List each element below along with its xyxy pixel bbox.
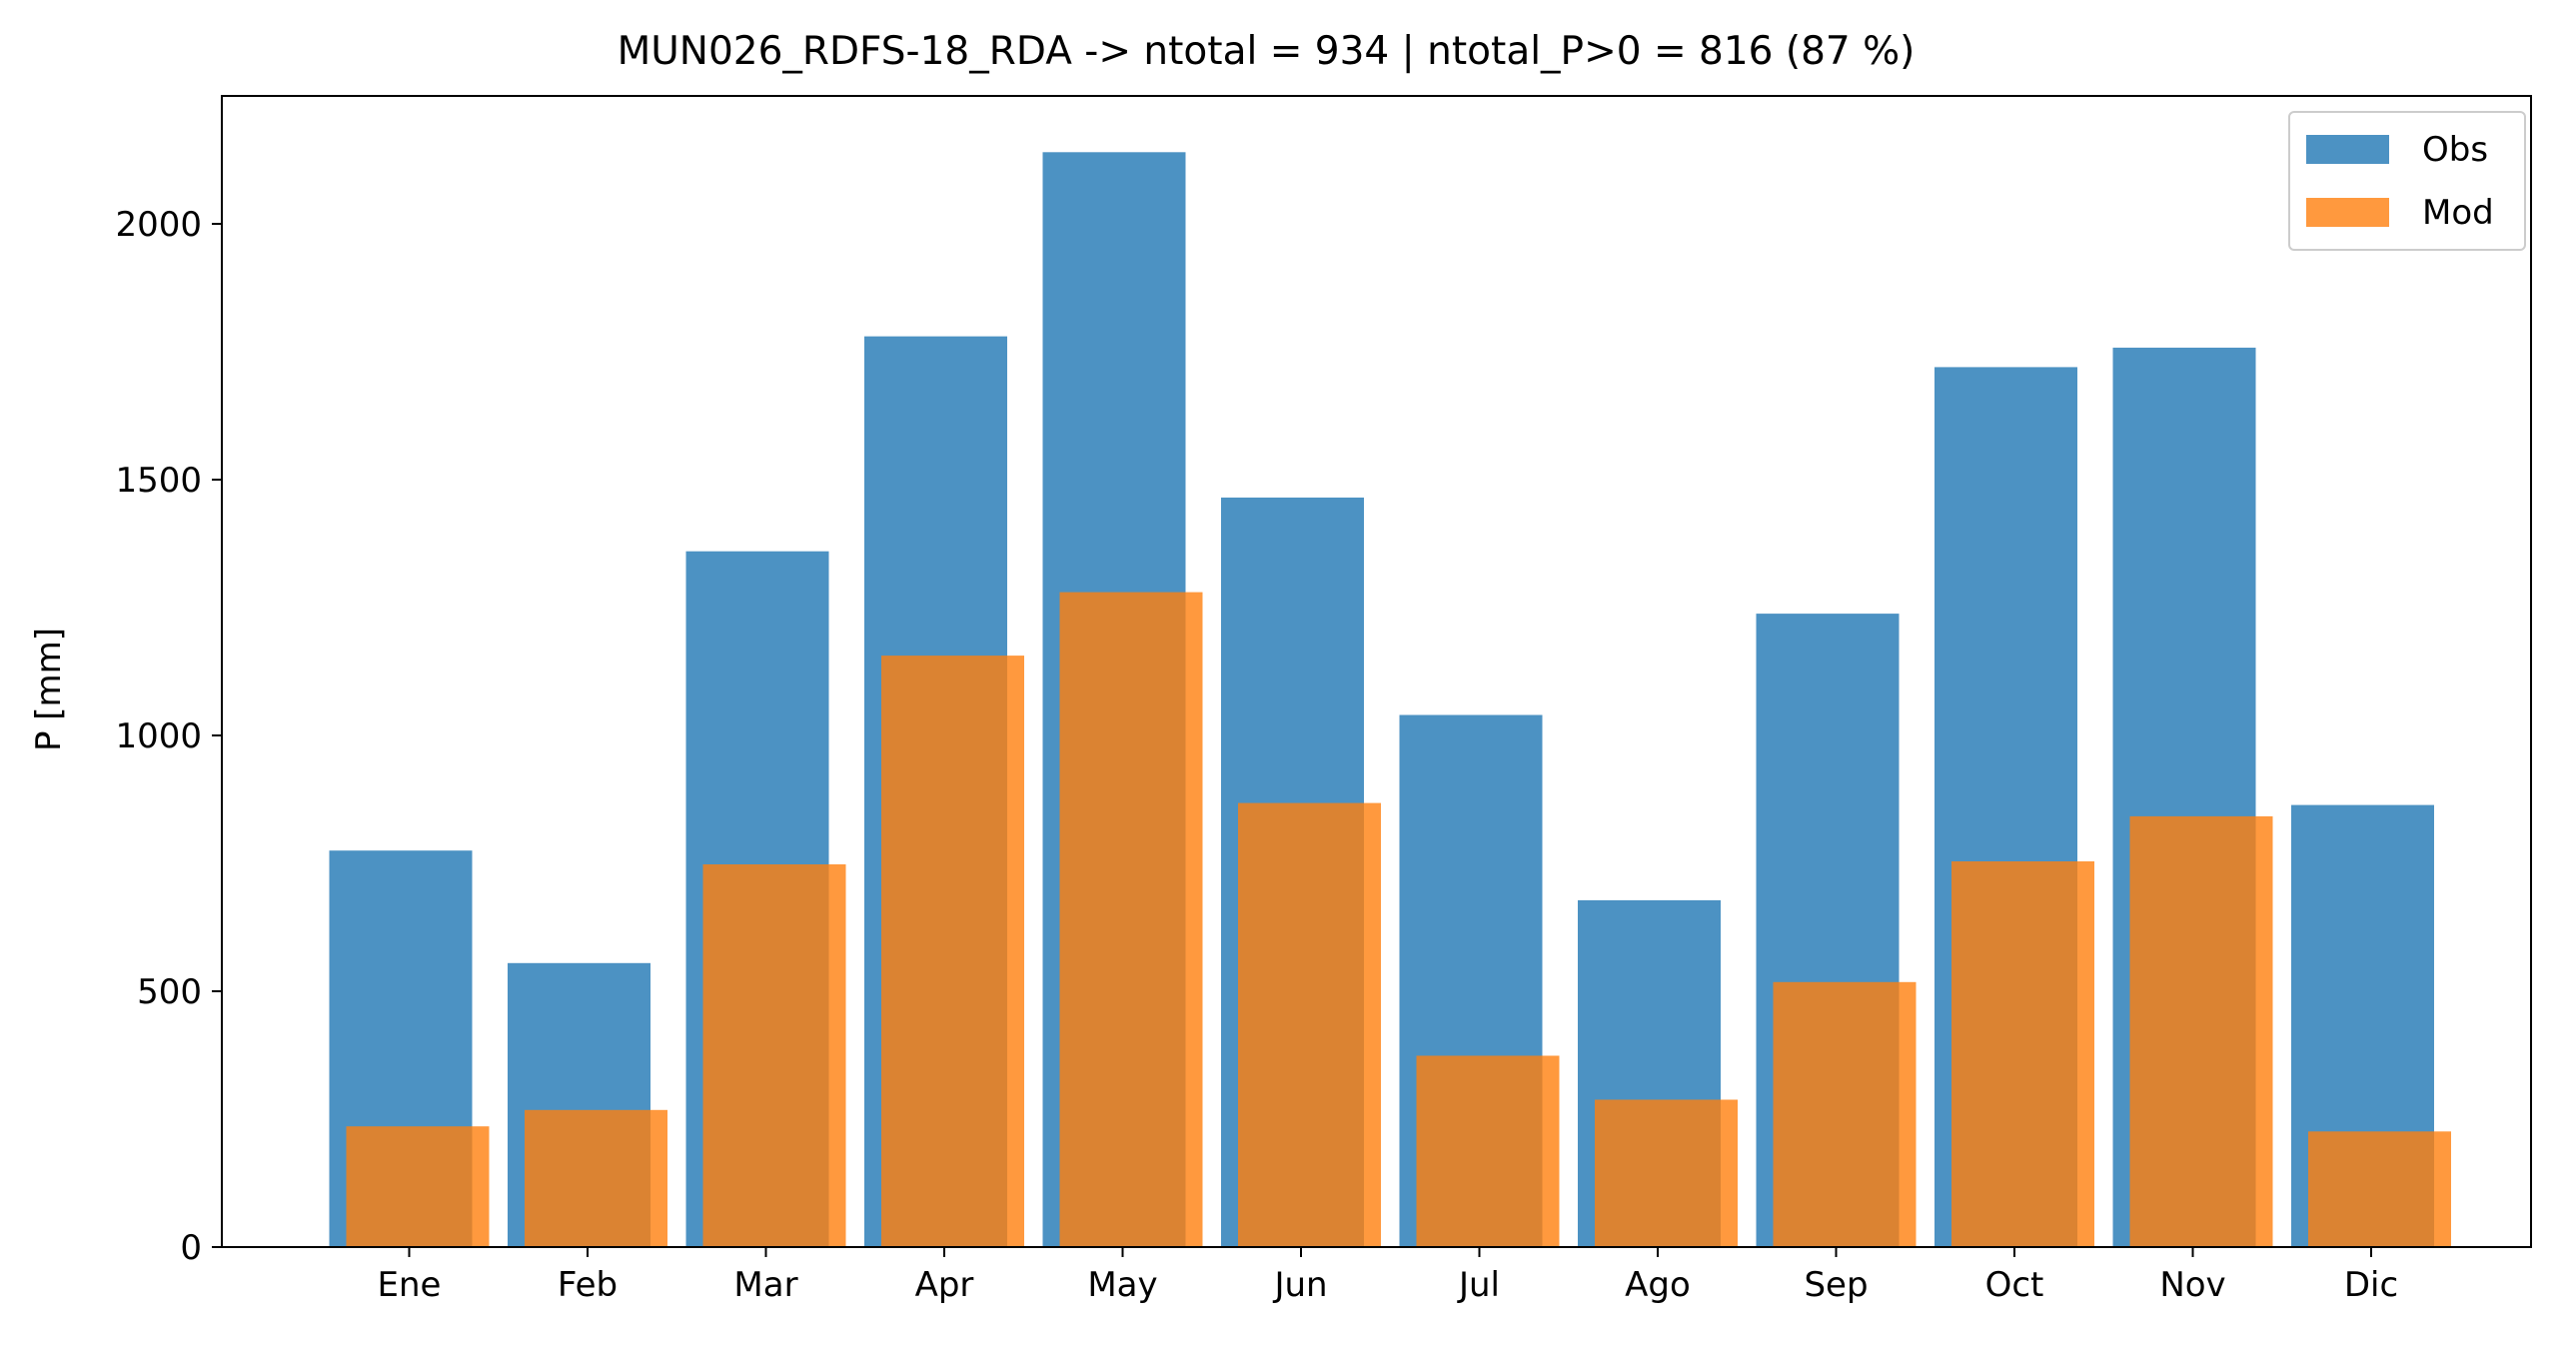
x-tick-label: Mar (733, 1265, 797, 1305)
x-tick-label: Ene (378, 1265, 442, 1305)
y-tick-label: 2000 (115, 205, 202, 245)
x-tick-label: Ago (1625, 1265, 1691, 1305)
bar-mod-mar (702, 864, 846, 1247)
bar-mod-jun (1238, 802, 1381, 1247)
bar-mod-oct (1951, 861, 2094, 1247)
x-tick-label: Nov (2159, 1265, 2225, 1305)
x-tick-label: Sep (1804, 1265, 1868, 1305)
legend-swatch-mod (2306, 198, 2389, 227)
bar-mod-dic (2308, 1131, 2451, 1247)
legend-label-mod: Mod (2422, 193, 2494, 233)
x-tick-label: May (1087, 1265, 1157, 1305)
x-tick-label: Jun (1272, 1265, 1327, 1305)
chart-title: MUN026_RDFS-18_RDA -> ntotal = 934 | nto… (618, 29, 1916, 74)
bar-mod-may (1059, 592, 1203, 1247)
axes-group: Ene Feb Mar Apr May Jun Jul Ago Sep Oct Nov Dic 0 500… (115, 95, 2532, 1305)
bar-mod-ago (1595, 1099, 1738, 1247)
y-tick-label: 0 (180, 1228, 202, 1268)
x-tick-label: Dic (2344, 1265, 2398, 1305)
y-axis-label: P [mm] (29, 628, 69, 751)
x-tick-label: Oct (1985, 1265, 2044, 1305)
bars-group (329, 152, 2451, 1248)
bar-mod-feb (525, 1109, 667, 1247)
legend-swatch-obs (2306, 135, 2389, 164)
legend: Obs Mod (2288, 111, 2526, 251)
y-tick-label: 1000 (115, 716, 202, 756)
y-tick-label: 1500 (115, 461, 202, 501)
plot-frame (221, 95, 2532, 1248)
x-tick-label: Jul (1457, 1265, 1500, 1305)
x-tick-label: Apr (915, 1265, 974, 1305)
x-tick-label: Feb (558, 1265, 618, 1305)
bar-mod-ene (346, 1126, 490, 1247)
bar-mod-jul (1416, 1055, 1560, 1247)
legend-label-obs: Obs (2422, 130, 2488, 170)
y-tick-label: 500 (137, 972, 202, 1012)
bar-mod-nov (2129, 815, 2273, 1247)
bar-mod-sep (1773, 981, 1917, 1247)
bar-mod-apr (881, 656, 1024, 1247)
